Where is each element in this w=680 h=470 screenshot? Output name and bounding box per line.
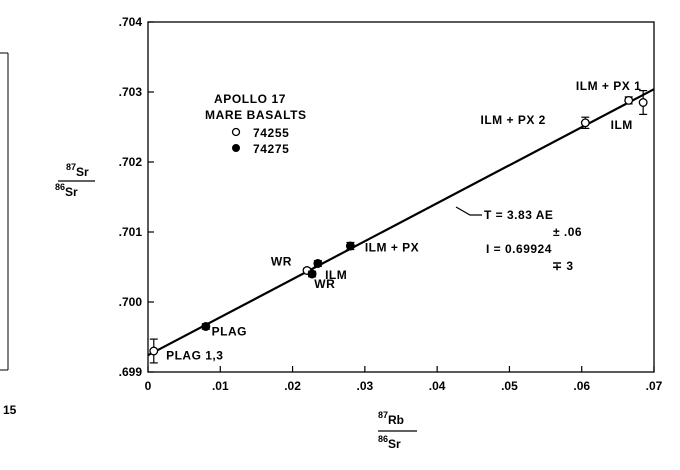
- y-tick-label: .701: [119, 225, 143, 239]
- legend-open-marker: [231, 127, 241, 137]
- x-tick-label: .01: [212, 379, 229, 393]
- point-74275: [313, 259, 323, 268]
- svg-text:86Sr: 86Sr: [55, 182, 78, 199]
- ylabel-den-sup: 86: [55, 182, 65, 192]
- y-tick-label: .699: [119, 365, 143, 379]
- x-tick-label: .07: [646, 379, 663, 393]
- ylabel-num: Sr: [76, 165, 89, 179]
- ylabel-num-sup: 87: [66, 162, 76, 172]
- y-tick-label: .704: [119, 15, 143, 29]
- xlabel-num: Rb: [388, 413, 404, 427]
- point-label: PLAG 1,3: [166, 348, 223, 362]
- point-label: WR: [271, 255, 292, 269]
- y-tick-label: .700: [119, 295, 143, 309]
- legend-filled-marker: [232, 144, 240, 152]
- age-line-1: T = 3.83 AE: [484, 208, 553, 222]
- ylabel-den: Sr: [65, 185, 78, 199]
- point-74275: [201, 322, 211, 331]
- point-74255: [580, 118, 590, 128]
- point-label: ILM + PX: [365, 241, 419, 255]
- y-axis-ticks: .699 .700 .701 .702 .703 .704: [119, 15, 154, 379]
- age-line-2: ± .06: [553, 225, 582, 239]
- point-label: PLAG: [212, 325, 247, 339]
- age-line-4: ∓ 3: [552, 259, 574, 273]
- y-tick-label: .702: [119, 155, 143, 169]
- x-axis-ticks: 0 .01 .02 .03 .04 .05 .06 .07: [145, 366, 663, 393]
- legend-title-line-2: MARE BASALTS: [205, 108, 307, 122]
- legend-entry-74255: 74255: [253, 126, 289, 140]
- margin-fragment-text: 15: [3, 403, 17, 417]
- legend-entry-74275: 74275: [253, 142, 289, 156]
- y-axis-label: 87Sr 86Sr: [55, 162, 95, 199]
- point-74275: [345, 241, 355, 251]
- svg-text:86Sr: 86Sr: [378, 434, 401, 451]
- xlabel-num-sup: 87: [378, 410, 388, 420]
- y-tick-label: .703: [119, 85, 143, 99]
- x-tick-label: .03: [357, 379, 374, 393]
- point-74255: [638, 98, 648, 107]
- legend-title-line-1: APOLLO 17: [214, 92, 286, 106]
- point-label: WR: [314, 277, 335, 291]
- svg-text:87Sr: 87Sr: [66, 162, 89, 179]
- x-tick-label: 0: [145, 379, 152, 393]
- x-tick-label: .06: [573, 379, 590, 393]
- x-tick-label: .05: [501, 379, 518, 393]
- svg-text:87Rb: 87Rb: [378, 410, 404, 427]
- point-label: ILM: [325, 268, 347, 282]
- xlabel-den: Sr: [388, 437, 401, 451]
- xlabel-den-sup: 86: [378, 434, 388, 444]
- age-annotation: T = 3.83 AE ± .06 I = 0.69924 ∓ 3: [455, 206, 582, 273]
- isochron-line: [147, 88, 655, 357]
- age-line-3: I = 0.69924: [486, 242, 552, 256]
- point-label: ILM: [611, 118, 633, 132]
- left-partial-frame: [0, 52, 9, 371]
- x-tick-label: .04: [429, 379, 446, 393]
- point-74255: [149, 346, 159, 356]
- plot-frame: [147, 21, 655, 373]
- x-tick-label: .02: [284, 379, 301, 393]
- legend: APOLLO 17 MARE BASALTS 74255 74275: [205, 92, 307, 156]
- point-74255: [624, 95, 634, 105]
- point-label: ILM + PX 1: [576, 79, 641, 93]
- data-points: [149, 89, 648, 364]
- age-leader-line: [455, 206, 482, 216]
- x-axis-label: 87Rb 86Sr: [378, 410, 417, 451]
- point-label: ILM + PX 2: [481, 113, 546, 127]
- point-74275: [307, 269, 317, 279]
